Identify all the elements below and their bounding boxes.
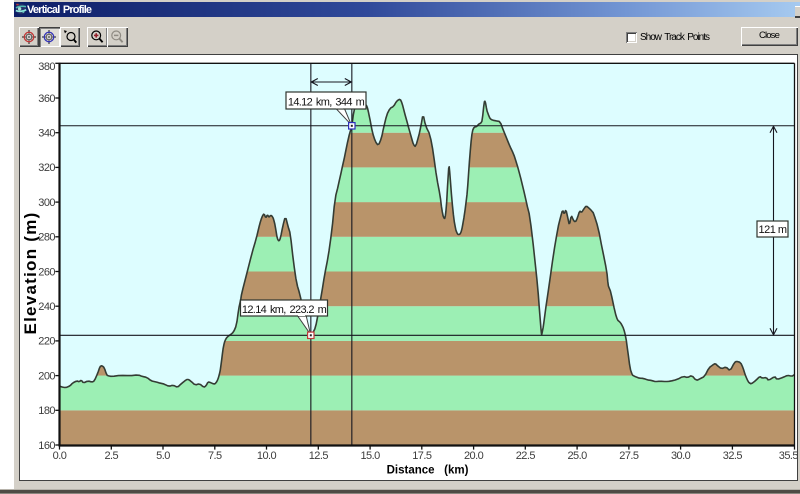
svg-text:30.0: 30.0 <box>671 450 691 462</box>
svg-text:300: 300 <box>38 197 55 209</box>
svg-text:260: 260 <box>38 266 55 278</box>
svg-text:22.5: 22.5 <box>516 450 536 462</box>
svg-text:12.5: 12.5 <box>309 450 329 462</box>
svg-text:14.12 km, 344 m: 14.12 km, 344 m <box>288 97 365 109</box>
svg-text:2.5: 2.5 <box>104 450 118 462</box>
svg-text:10.0: 10.0 <box>257 450 277 462</box>
svg-text:7.5: 7.5 <box>208 450 222 462</box>
svg-text:160: 160 <box>38 440 55 452</box>
svg-text:320: 320 <box>38 162 55 174</box>
svg-text:0.0: 0.0 <box>53 450 67 462</box>
svg-text:340: 340 <box>38 128 55 140</box>
svg-text:280: 280 <box>38 232 55 244</box>
svg-text:17.5: 17.5 <box>412 450 432 462</box>
svg-text:15.0: 15.0 <box>360 450 380 462</box>
svg-text:20.0: 20.0 <box>464 450 484 462</box>
svg-text:Distance (km): Distance (km) <box>387 465 469 477</box>
svg-text:360: 360 <box>38 93 55 105</box>
svg-text:220: 220 <box>38 336 55 348</box>
svg-text:200: 200 <box>38 370 55 382</box>
svg-text:27.5: 27.5 <box>619 450 639 462</box>
svg-text:32.5: 32.5 <box>723 450 743 462</box>
svg-text:12.14 km, 223.2 m: 12.14 km, 223.2 m <box>242 304 327 316</box>
svg-text:180: 180 <box>38 405 55 417</box>
svg-text:121 m: 121 m <box>758 224 786 236</box>
svg-text:380: 380 <box>38 61 55 73</box>
svg-text:25.0: 25.0 <box>567 450 587 462</box>
svg-text:240: 240 <box>38 301 55 313</box>
svg-text:35.5: 35.5 <box>779 450 799 462</box>
svg-text:5.0: 5.0 <box>156 450 170 462</box>
svg-text:Elevation (m): Elevation (m) <box>21 212 40 335</box>
